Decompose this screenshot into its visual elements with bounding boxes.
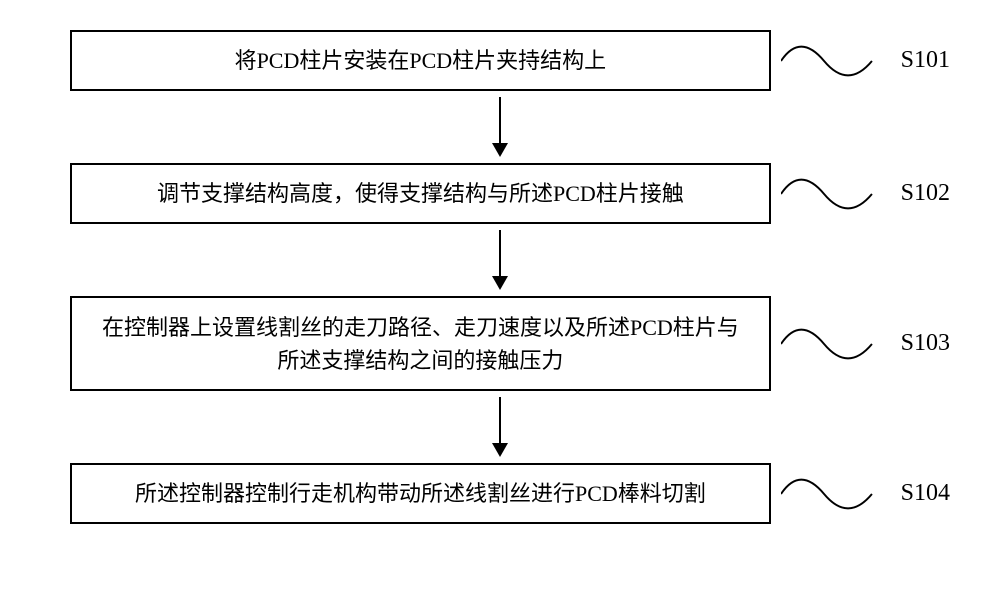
- step-row-3: 在控制器上设置线割丝的走刀路径、走刀速度以及所述PCD柱片与所述支撑结构之间的接…: [50, 296, 950, 391]
- down-arrow-icon: [488, 97, 512, 157]
- step-box-2: 调节支撑结构高度，使得支撑结构与所述PCD柱片接触: [70, 163, 771, 224]
- down-arrow-icon: [488, 230, 512, 290]
- step-label-4: S104: [901, 480, 950, 507]
- down-arrow-icon: [488, 397, 512, 457]
- step-row-4: 所述控制器控制行走机构带动所述线割丝进行PCD棒料切割 S104: [50, 463, 950, 524]
- step-text-1: 将PCD柱片安装在PCD柱片夹持结构上: [235, 44, 607, 77]
- step-text-4: 所述控制器控制行走机构带动所述线割丝进行PCD棒料切割: [135, 477, 706, 510]
- step-row-2: 调节支撑结构高度，使得支撑结构与所述PCD柱片接触 S102: [50, 163, 950, 224]
- step-box-1: 将PCD柱片安装在PCD柱片夹持结构上: [70, 30, 771, 91]
- step-text-2: 调节支撑结构高度，使得支撑结构与所述PCD柱片接触: [157, 177, 684, 210]
- arrow-1: [115, 97, 885, 157]
- step-row-1: 将PCD柱片安装在PCD柱片夹持结构上 S101: [50, 30, 950, 91]
- flowchart-container: 将PCD柱片安装在PCD柱片夹持结构上 S101 调节支撑结构高度，使得支撑结构…: [50, 30, 950, 524]
- step-text-3: 在控制器上设置线割丝的走刀路径、走刀速度以及所述PCD柱片与所述支撑结构之间的接…: [92, 311, 749, 377]
- step-label-3: S103: [901, 330, 950, 357]
- step-box-3: 在控制器上设置线割丝的走刀路径、走刀速度以及所述PCD柱片与所述支撑结构之间的接…: [70, 296, 771, 391]
- wave-connector-icon: [781, 36, 896, 86]
- step-label-2: S102: [901, 180, 950, 207]
- step-label-1: S101: [901, 47, 950, 74]
- arrow-2: [115, 230, 885, 290]
- step-box-4: 所述控制器控制行走机构带动所述线割丝进行PCD棒料切割: [70, 463, 771, 524]
- wave-connector-icon: [781, 319, 896, 369]
- wave-connector-icon: [781, 469, 896, 519]
- arrow-3: [115, 397, 885, 457]
- wave-connector-icon: [781, 169, 896, 219]
